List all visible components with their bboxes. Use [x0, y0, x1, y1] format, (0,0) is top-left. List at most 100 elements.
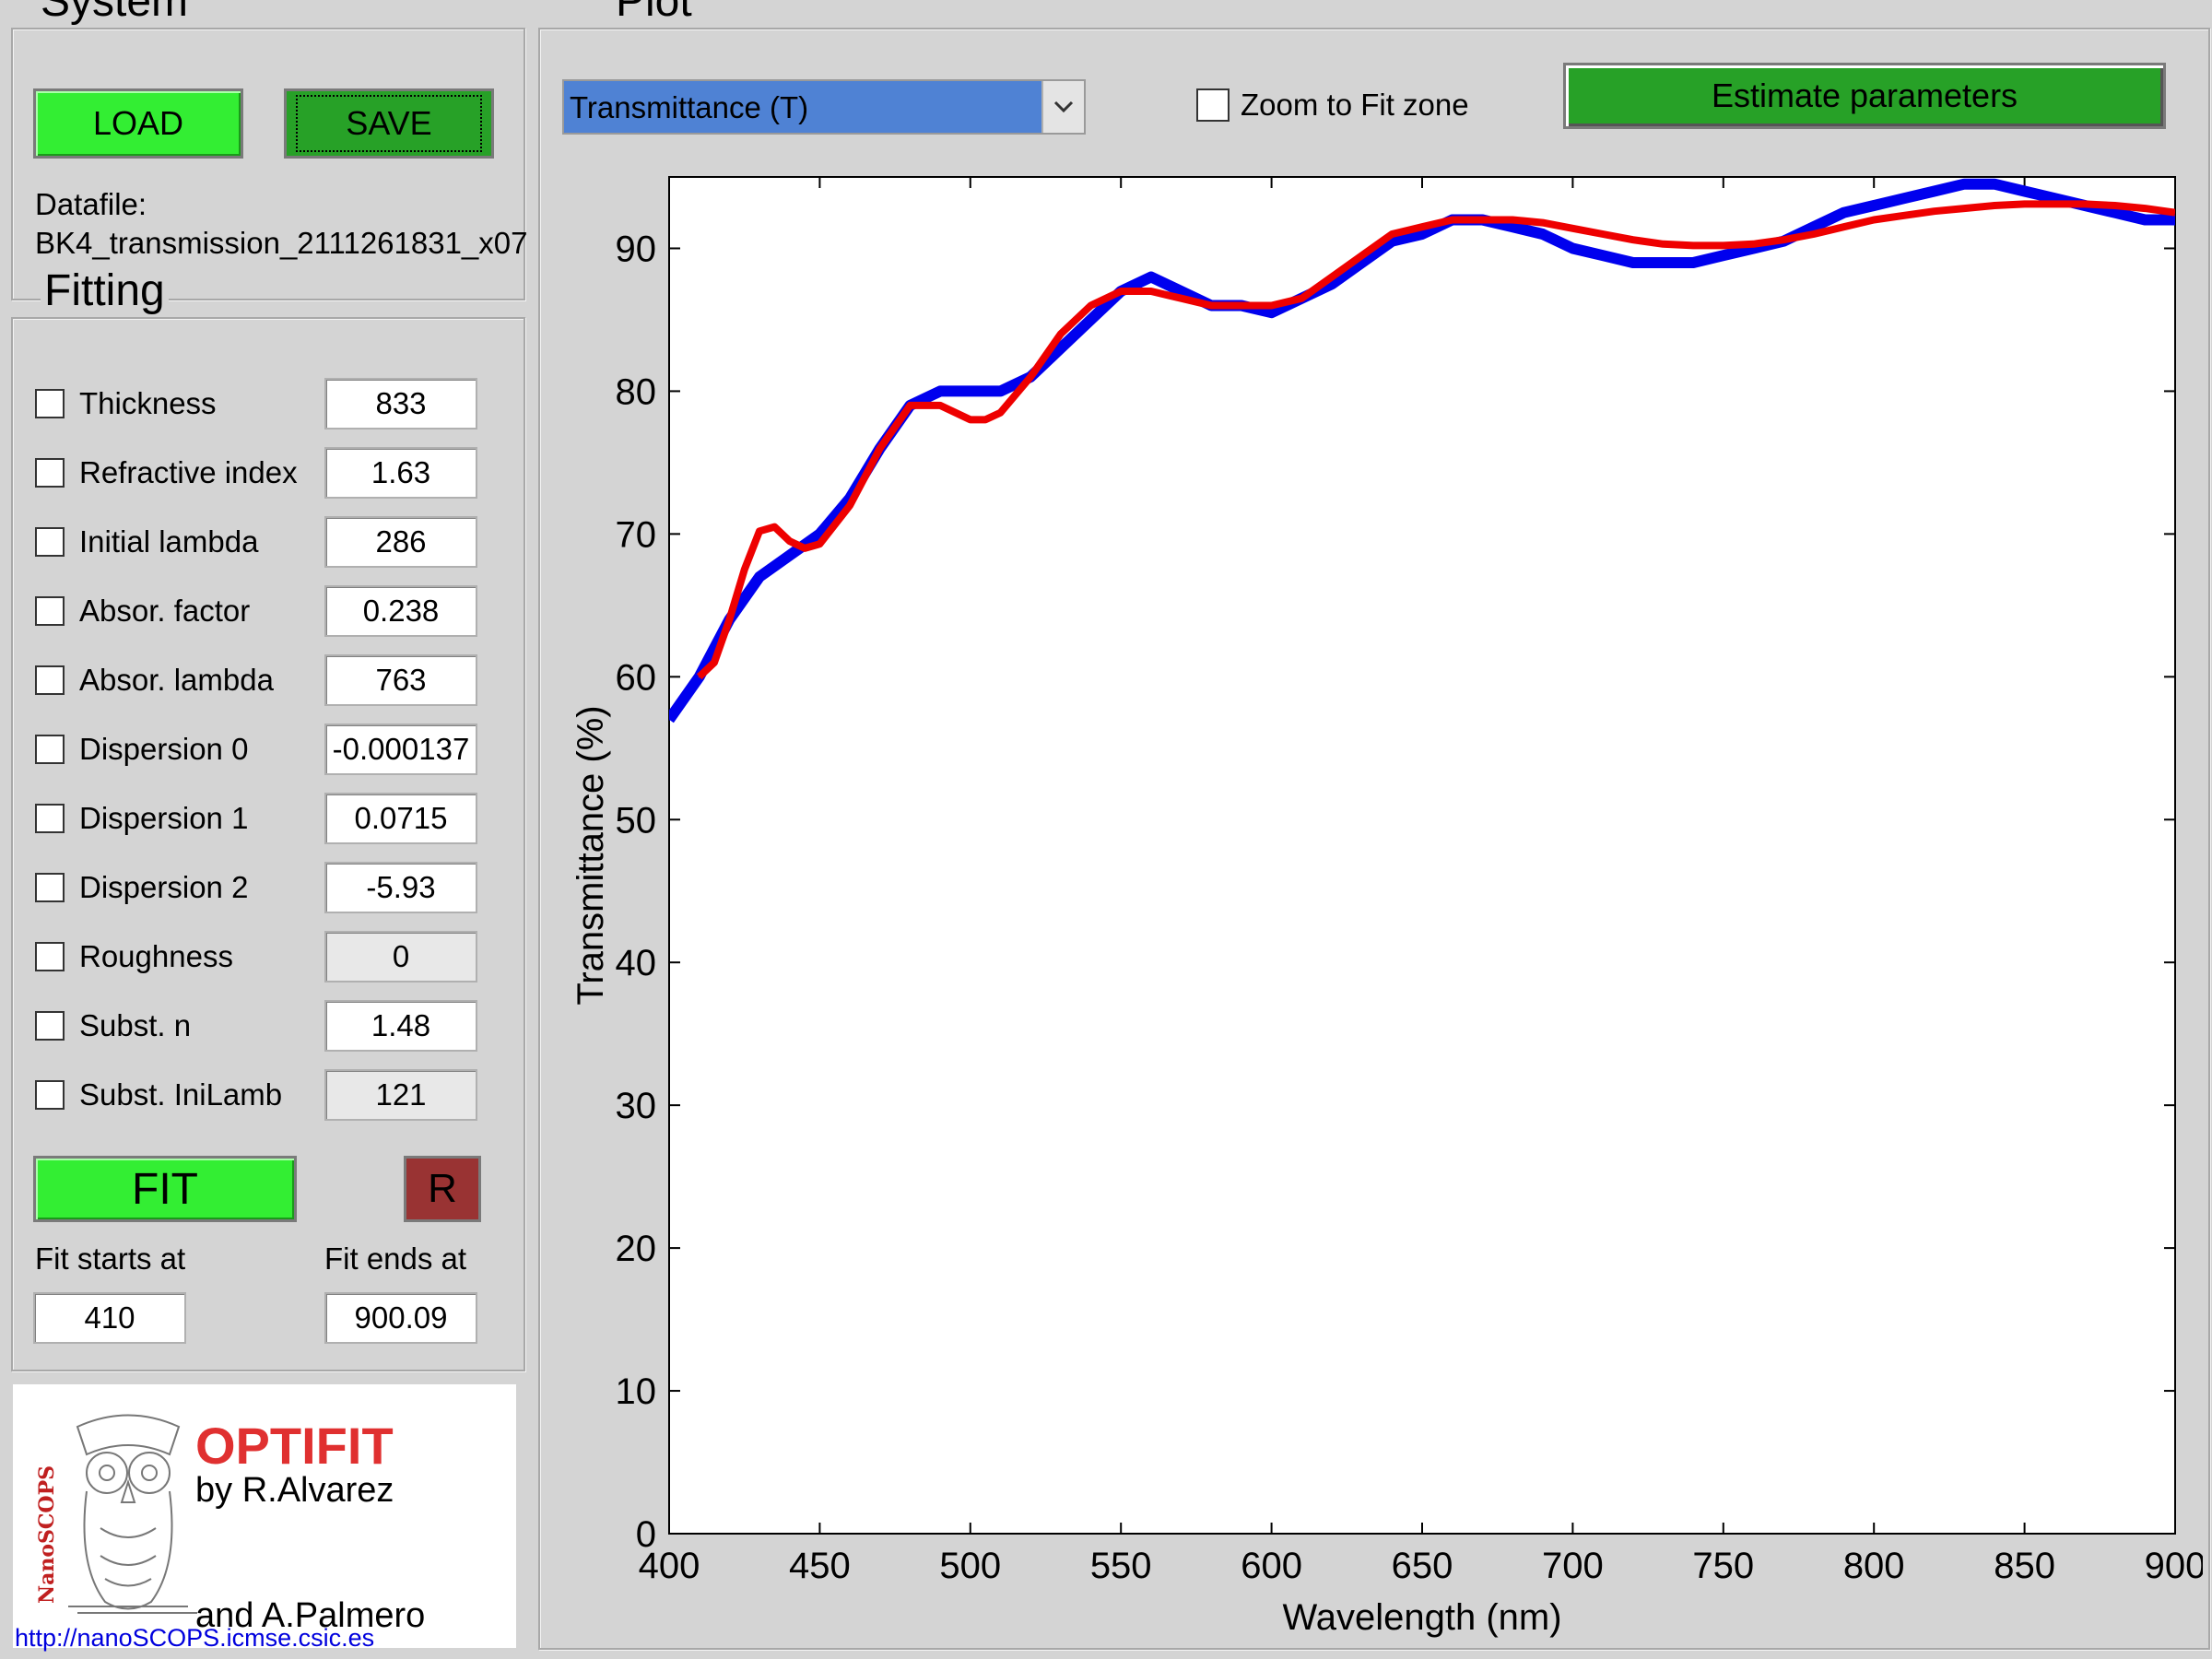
x-axis-label: Wavelength (nm) — [1282, 1597, 1561, 1638]
measured-point — [1842, 211, 1845, 214]
estimate-parameters-button[interactable]: Estimate parameters — [1563, 63, 2166, 129]
refractive-index-checkbox[interactable] — [35, 458, 65, 488]
dropdown-arrow-button[interactable] — [1041, 81, 1084, 133]
measured-point — [1421, 232, 1423, 235]
plot-panel — [538, 28, 2210, 1650]
logo-vertical-text: NanoSCOPS — [35, 1465, 60, 1605]
y-tick-label: 10 — [616, 1371, 657, 1412]
measured-point — [1873, 204, 1876, 206]
fitted-point — [743, 569, 746, 571]
zoom-fit-checkbox[interactable] — [1196, 88, 1230, 122]
fit-start-field[interactable]: 410 — [33, 1292, 186, 1344]
fitted-point — [2083, 203, 2086, 206]
fit-button[interactable]: FIT — [33, 1156, 297, 1222]
initial-lambda-checkbox[interactable] — [35, 527, 65, 557]
absor-lambda-checkbox[interactable] — [35, 665, 65, 695]
transmittance-chart: 400 450 500 550 600 650 700 750 800 850 900 0 10 20 30… — [571, 176, 2203, 1638]
fitted-point — [2023, 203, 2026, 206]
x-tick-label: 700 — [1542, 1546, 1604, 1586]
fitted-point — [2053, 203, 2056, 206]
measured-point — [1180, 289, 1182, 292]
save-button[interactable]: SAVE — [284, 88, 494, 159]
refractive-index-field[interactable]: 1.63 — [324, 447, 477, 499]
fitted-point — [1059, 333, 1062, 335]
measured-point — [1902, 197, 1905, 200]
fitted-point — [2113, 204, 2116, 206]
absor-factor-checkbox[interactable] — [35, 596, 65, 626]
initial-lambda-field[interactable]: 286 — [324, 516, 477, 568]
measured-point — [1512, 226, 1514, 229]
subst-inilamb-checkbox[interactable] — [35, 1080, 65, 1110]
fitted-point — [1481, 218, 1484, 221]
fitted-point — [773, 525, 776, 528]
dispersion-1-checkbox[interactable] — [35, 804, 65, 833]
dispersion-0-checkbox[interactable] — [35, 735, 65, 764]
fitted-point — [1391, 232, 1394, 235]
fitted-point — [999, 411, 1002, 414]
y-tick-label: 30 — [616, 1086, 657, 1126]
roughness-checkbox[interactable] — [35, 942, 65, 971]
dispersion-1-label: Dispersion 1 — [79, 801, 249, 835]
fitted-point — [969, 418, 971, 421]
initial-lambda-label: Initial lambda — [79, 524, 259, 559]
plot-frame — [668, 176, 2176, 1535]
fitted-point — [1812, 232, 1815, 235]
system-panel — [11, 28, 525, 300]
fitted-point — [1602, 232, 1605, 235]
fitted-point — [1149, 289, 1152, 292]
fitted-point — [728, 618, 731, 621]
subst-n-label: Subst. n — [79, 1008, 192, 1042]
fitted-point — [878, 447, 881, 450]
subst-inilamb-field[interactable]: 121 — [324, 1069, 477, 1121]
measured-point — [1360, 261, 1363, 264]
fitted-point — [909, 404, 912, 406]
measured-point — [2023, 190, 2026, 193]
zoom-fit-label: Zoom to Fit zone — [1241, 88, 1469, 122]
dispersion-1-field[interactable]: 0.0715 — [324, 793, 477, 844]
subst-n-checkbox[interactable] — [35, 1011, 65, 1041]
dispersion-0-field[interactable]: -0.000137 — [324, 724, 477, 775]
fitted-point — [818, 543, 821, 546]
absor-lambda-field[interactable]: 763 — [324, 654, 477, 706]
dispersion-2-field[interactable]: -5.93 — [324, 862, 477, 913]
measured-point — [1602, 254, 1605, 257]
fitted-point — [1180, 297, 1182, 300]
roughness-field[interactable]: 0 — [324, 931, 477, 982]
subst-n-field[interactable]: 1.48 — [324, 1000, 477, 1052]
measured-point — [1722, 254, 1724, 257]
x-tick-label: 550 — [1090, 1546, 1152, 1586]
y-tick-label: 20 — [616, 1229, 657, 1269]
plot-type-dropdown[interactable]: Transmittance (T) — [562, 79, 1086, 135]
reset-button[interactable]: R — [404, 1156, 481, 1222]
measured-point — [969, 390, 971, 393]
thickness-label: Thickness — [79, 386, 217, 420]
absor-factor-field[interactable]: 0.238 — [324, 585, 477, 637]
fitted-point — [1993, 204, 1995, 206]
x-tick-label: 400 — [639, 1546, 700, 1586]
x-tick-label: 650 — [1392, 1546, 1453, 1586]
fitted-point — [1662, 242, 1665, 245]
measured-point — [2174, 218, 2175, 221]
measured-point — [2113, 211, 2116, 214]
thickness-field[interactable]: 833 — [324, 378, 477, 429]
y-tick-label: 60 — [616, 657, 657, 698]
fit-end-label: Fit ends at — [324, 1241, 467, 1276]
y-tick-label: 80 — [616, 371, 657, 412]
fitted-point — [1842, 226, 1845, 229]
measured-point — [1541, 232, 1544, 235]
dispersion-2-checkbox[interactable] — [35, 873, 65, 902]
fitted-point — [1752, 242, 1755, 245]
measured-point — [1391, 240, 1394, 242]
measured-point — [1330, 283, 1333, 286]
website-link[interactable]: http://nanoSCOPS.icmse.csic.es — [15, 1624, 375, 1652]
fitted-point — [1692, 244, 1695, 247]
fitted-point — [1963, 207, 1966, 210]
y-axis-label: Transmittance (%) — [571, 705, 611, 1005]
fit-end-field[interactable]: 900.09 — [324, 1292, 477, 1344]
measured-point — [1149, 276, 1152, 278]
y-tick-label: 70 — [616, 514, 657, 555]
dispersion-0-label: Dispersion 0 — [79, 732, 249, 766]
thickness-checkbox[interactable] — [35, 389, 65, 418]
load-button[interactable]: LOAD — [33, 88, 243, 159]
fitted-point — [1330, 276, 1333, 278]
